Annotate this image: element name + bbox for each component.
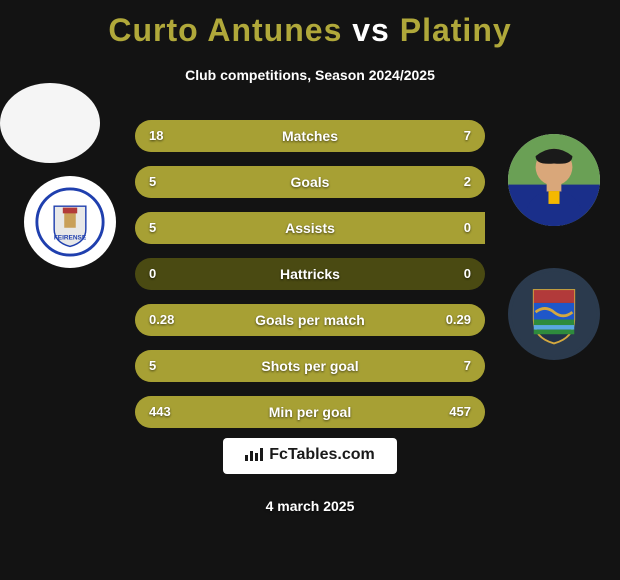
stat-row: 0.280.29Goals per match: [135, 304, 485, 336]
page-title: Curto Antunes vs Platiny: [0, 12, 620, 49]
stat-value-right: 7: [464, 120, 471, 152]
stat-bar-left-fill: [135, 212, 485, 244]
stat-bar-bg: [135, 258, 485, 290]
comparison-card: Curto Antunes vs Platiny Club competitio…: [0, 0, 620, 580]
stat-value-left: 5: [149, 166, 156, 198]
stat-row: 187Matches: [135, 120, 485, 152]
stat-value-right: 7: [464, 350, 471, 382]
stat-row: 52Goals: [135, 166, 485, 198]
brand-text: FcTables.com: [269, 446, 375, 463]
stat-row: 57Shots per goal: [135, 350, 485, 382]
bars-icon: [245, 447, 263, 466]
stat-value-left: 5: [149, 212, 156, 244]
date-text: 4 march 2025: [0, 498, 620, 514]
player1-name: Curto Antunes: [108, 12, 342, 48]
stat-bar-left-fill: [135, 166, 384, 198]
stat-value-right: 0.29: [446, 304, 471, 336]
stat-value-left: 0.28: [149, 304, 174, 336]
stat-row: 443457Min per goal: [135, 396, 485, 428]
footer: FcTables.com 4 march 2025: [0, 438, 620, 514]
brand-badge: FcTables.com: [223, 438, 397, 474]
stat-row: 50Assists: [135, 212, 485, 244]
stat-value-right: 0: [464, 258, 471, 290]
vs-text: vs: [352, 12, 399, 48]
stat-value-left: 5: [149, 350, 156, 382]
stat-bar-left-fill: [135, 350, 282, 382]
stat-value-left: 18: [149, 120, 163, 152]
stats-list: 187Matches52Goals50Assists00Hattricks0.2…: [0, 120, 620, 442]
stat-value-right: 2: [464, 166, 471, 198]
stat-value-left: 443: [149, 396, 171, 428]
player2-name: Platiny: [400, 12, 512, 48]
subtitle: Club competitions, Season 2024/2025: [0, 67, 620, 83]
stat-bar-left-fill: [135, 120, 387, 152]
stat-row: 00Hattricks: [135, 258, 485, 290]
stat-bar-right-fill: [282, 350, 485, 382]
stat-value-left: 0: [149, 258, 156, 290]
stat-value-right: 457: [449, 396, 471, 428]
stat-value-right: 0: [464, 212, 471, 244]
